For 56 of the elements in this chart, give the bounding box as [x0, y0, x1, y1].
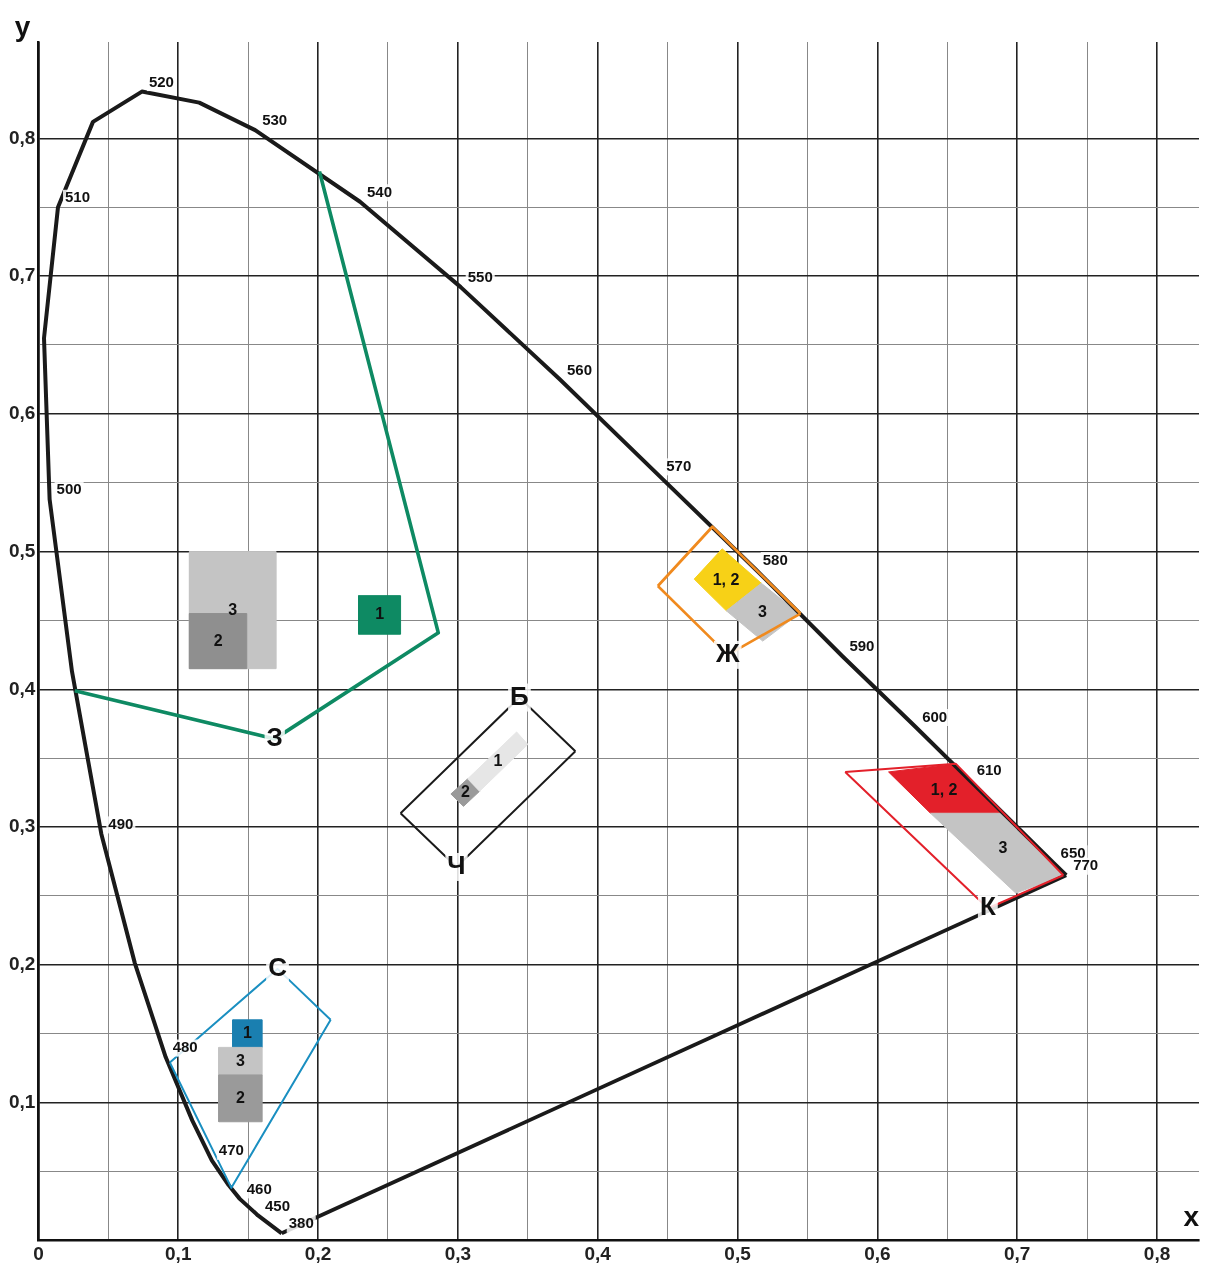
- series-label: 3: [757, 602, 767, 620]
- annotation: 610: [976, 761, 1002, 779]
- y-tick-label: 0,7: [8, 264, 36, 286]
- series-label: 2: [236, 1088, 246, 1106]
- annotation: 480: [172, 1038, 198, 1056]
- annotation: 470: [218, 1141, 244, 1159]
- x-axis-title: x: [1183, 1200, 1200, 1232]
- x-tick-label: 0,3: [444, 1242, 472, 1264]
- x-tick-label: 0,8: [1143, 1242, 1171, 1264]
- annotation: 500: [56, 480, 82, 498]
- annotation: 530: [262, 111, 288, 129]
- annotation: 380: [288, 1214, 314, 1232]
- y-axis-title: y: [14, 10, 31, 42]
- y-tick-label: 0,6: [8, 402, 36, 424]
- annotation: 580: [762, 550, 788, 568]
- x-tick-label: 0,6: [864, 1242, 891, 1264]
- y-tick-label: 0,5: [8, 539, 36, 561]
- x-tick-label: 0,7: [1004, 1242, 1031, 1264]
- series-label: 1, 2: [712, 570, 740, 588]
- y-tick-label: 0,1: [8, 1090, 36, 1112]
- annotation: 570: [666, 456, 692, 474]
- annotation: 510: [64, 188, 91, 206]
- series-label: С: [268, 952, 288, 983]
- y-tick-label: 0,3: [8, 815, 36, 837]
- annotation: 590: [849, 637, 875, 655]
- series-label: 3: [228, 600, 238, 618]
- x-tick-label: 0,4: [584, 1242, 612, 1264]
- series-label: 3: [998, 839, 1008, 857]
- series-label: 1, 2: [930, 780, 958, 798]
- y-tick-label: 0,2: [8, 952, 36, 974]
- annotation: 600: [922, 707, 948, 725]
- series-label: 3: [236, 1051, 246, 1069]
- annotation: 650: [1060, 843, 1086, 861]
- annotation: 450: [264, 1196, 290, 1214]
- annotation: 560: [566, 360, 593, 378]
- series-label: 1: [493, 752, 503, 770]
- annotation: 460: [246, 1180, 272, 1198]
- series-label: Б: [510, 680, 529, 711]
- series-label: 2: [213, 631, 223, 649]
- series-label: 1: [243, 1024, 253, 1042]
- annotation: 550: [467, 268, 493, 286]
- annotation: 520: [148, 72, 174, 90]
- annotation: 490: [108, 815, 134, 833]
- series-label: Ч: [447, 850, 466, 881]
- x-tick-label: 0,1: [165, 1242, 192, 1264]
- x-tick-label: 0,2: [304, 1242, 332, 1264]
- series-label: 2: [460, 783, 470, 800]
- series-label: 1: [375, 605, 385, 623]
- annotation: 540: [367, 182, 393, 200]
- series-label: З: [266, 722, 283, 753]
- series-label: Ж: [715, 638, 741, 669]
- series-label: К: [979, 891, 996, 922]
- y-tick-label: 0,8: [8, 126, 36, 148]
- y-tick-label: 0,4: [8, 677, 36, 699]
- x-tick-label: 0,5: [724, 1242, 752, 1264]
- x-tick-label: 0: [33, 1242, 44, 1264]
